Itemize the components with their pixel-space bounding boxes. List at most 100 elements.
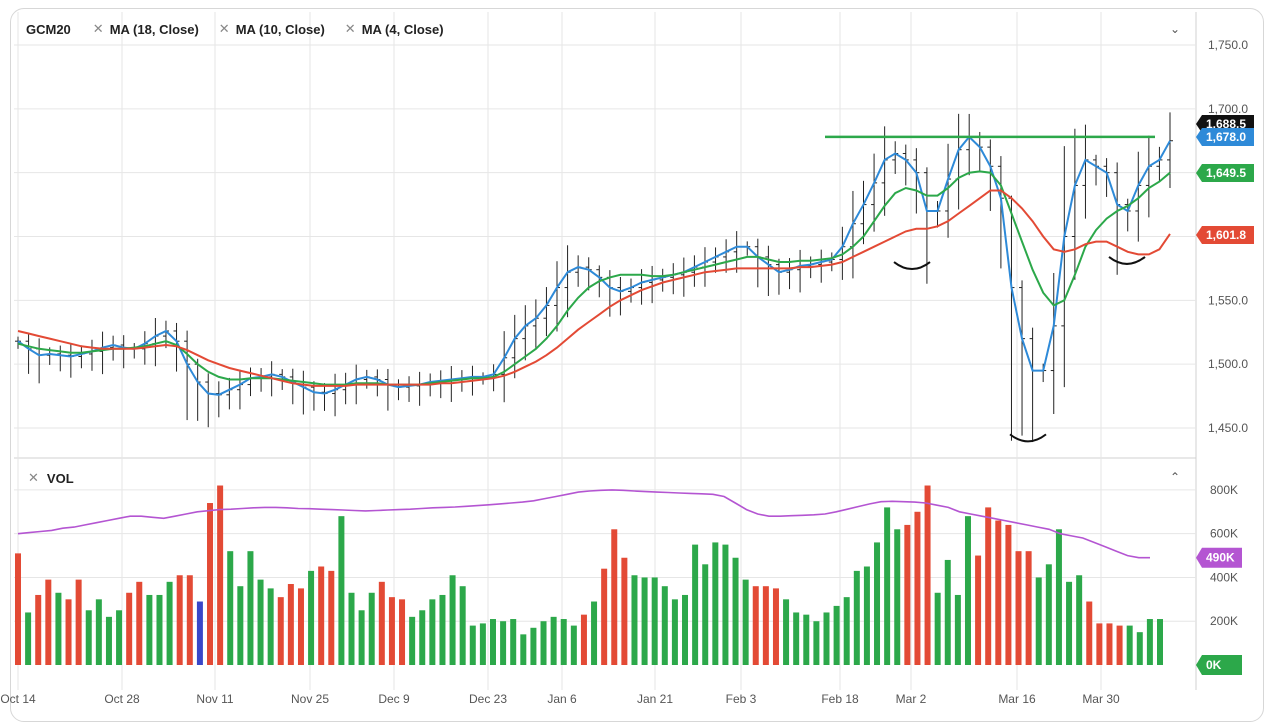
indicator-ma10[interactable]: ✕ MA (10, Close) [219,21,325,37]
indicator-label: MA (4, Close) [361,21,444,37]
price-badge-label: 1,601.8 [1206,228,1246,242]
volume-bar [813,621,820,665]
price-badge [1196,128,1254,146]
volume-bar [641,577,648,665]
volume-bar [752,586,759,665]
volume-bar [1146,619,1153,665]
volume-badge-label: 0K [1206,658,1222,672]
volume-bar [894,529,901,665]
time-tick-label: Nov 11 [196,692,233,706]
volume-bar [186,575,193,665]
ma18-line [17,189,1171,387]
volume-bar [783,599,790,665]
volume-bar [985,507,992,665]
volume-bar [388,597,395,665]
volume-bar [924,485,931,665]
volume-bar [338,516,345,665]
time-tick-label: Feb 3 [726,692,757,706]
volume-bar [863,566,870,665]
volume-bar [722,544,729,665]
volume-bar [55,592,62,665]
volume-bar [1035,577,1042,665]
volume-bar [277,597,284,665]
volume-bar [1106,623,1113,665]
indicator-label: MA (10, Close) [235,21,325,37]
volume-average-line [17,489,1150,559]
volume-bar [803,614,810,665]
remove-icon[interactable]: ✕ [218,21,230,36]
volume-bar [651,577,658,665]
chevron-down-icon[interactable]: ⌄ [1169,22,1180,36]
volume-bar [510,619,517,665]
remove-icon[interactable]: ✕ [28,470,39,485]
volume-label: VOL [46,470,74,486]
volume-bar [853,570,860,665]
volume-bar [45,579,52,665]
volume-bar [297,588,304,665]
volume-bar [328,570,335,665]
price-badge-label: 1,688.5 [1206,117,1246,131]
bottom-marker [1108,256,1146,265]
volume-bar [15,553,21,665]
volume-tick-label: 200K [1210,614,1238,628]
volume-bar [1025,551,1032,665]
volume-bar [934,592,941,665]
volume-bar [762,586,769,665]
indicator-label: MA (18, Close) [109,21,199,37]
price-badge [1196,164,1254,182]
price-tick-label: 1,450.0 [1208,421,1248,435]
volume-badge [1196,547,1242,568]
time-tick-label: Mar 16 [998,692,1036,706]
volume-bar [520,634,527,665]
remove-icon[interactable]: ✕ [92,21,104,36]
time-tick-label: Dec 9 [378,692,410,706]
time-tick-label: Nov 25 [291,692,329,706]
volume-bar [874,542,881,665]
volume-bar [257,579,264,665]
bottom-marker [1009,433,1047,443]
time-tick-label: Feb 18 [821,692,859,706]
time-tick-label: Jan 21 [637,692,673,706]
volume-bar [247,551,254,665]
volume-bar [793,612,800,665]
time-tick-label: Mar 30 [1082,692,1120,706]
volume-bar [1086,601,1093,665]
volume-bar [540,621,547,665]
volume-bar [126,592,133,665]
volume-bar [1005,524,1012,665]
volume-bar [530,627,537,665]
time-tick-label: Dec 23 [469,692,507,706]
price-tick-label: 1,700.0 [1208,102,1248,116]
volume-bar [975,555,982,665]
time-tick-label: Oct 28 [104,692,140,706]
volume-bar [439,594,446,665]
bottom-marker [893,261,931,271]
volume-bar [217,485,224,665]
volume-bar [1096,623,1103,665]
symbol-label[interactable]: GCM20 [26,21,71,37]
remove-icon[interactable]: ✕ [344,21,356,36]
volume-badge-label: 490K [1206,551,1235,565]
volume-bar [995,520,1002,665]
volume-bar [156,594,163,665]
indicator-ma18[interactable]: ✕ MA (18, Close) [93,21,199,37]
volume-bar [732,557,739,665]
volume-bar [702,564,709,665]
volume-tick-label: 600K [1210,527,1238,541]
volume-bar [65,599,72,665]
volume-bar [712,542,719,665]
ma10-line [17,170,1171,386]
volume-bar [489,619,496,665]
chevron-up-icon[interactable]: ⌃ [1169,470,1180,484]
indicator-toolbar: GCM20 ✕ MA (18, Close) ✕ MA (10, Close) ✕ M… [26,20,464,38]
volume-tick-label: 400K [1210,570,1238,584]
volume-bar [611,529,618,665]
volume-badge [1196,655,1242,675]
volume-bar [176,575,183,665]
volume-bar [772,588,779,665]
volume-bar [105,616,112,665]
indicator-ma4[interactable]: ✕ MA (4, Close) [345,21,444,37]
volume-bar [267,588,274,665]
volume-panel-label[interactable]: ✕ VOL [28,470,74,486]
